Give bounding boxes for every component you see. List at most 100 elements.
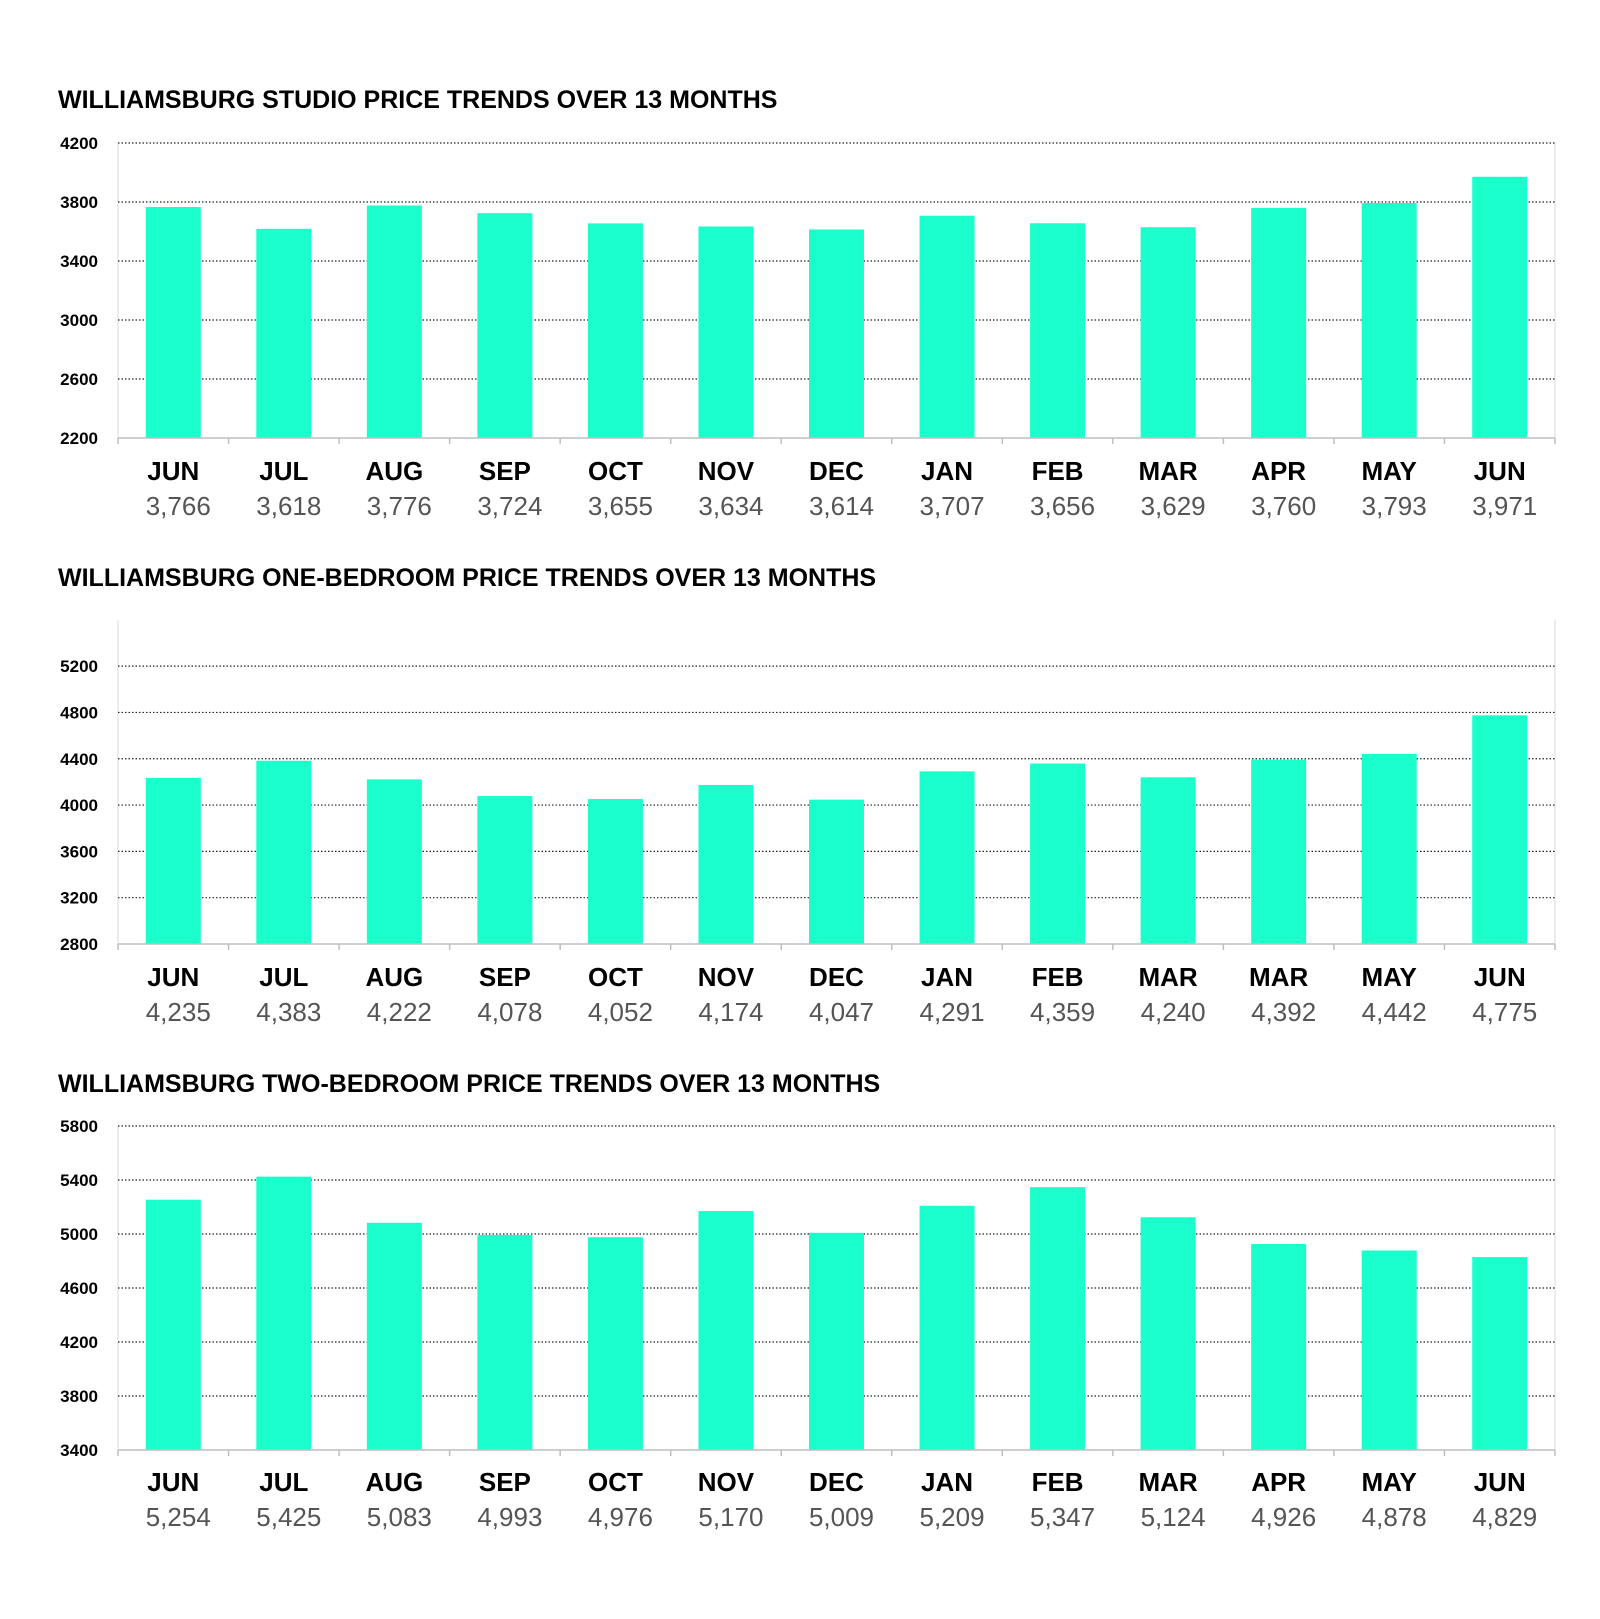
bar bbox=[1140, 227, 1196, 438]
bar bbox=[366, 205, 422, 438]
bar bbox=[919, 771, 975, 944]
data-label: 3,655 bbox=[588, 491, 653, 521]
y-tick-label: 3400 bbox=[60, 1441, 98, 1460]
data-label: 5,347 bbox=[1030, 1502, 1095, 1532]
category-label: AUG bbox=[365, 962, 423, 992]
data-label: 3,724 bbox=[477, 491, 542, 521]
category-label: JUL bbox=[259, 962, 308, 992]
bar bbox=[809, 799, 864, 944]
data-label: 4,359 bbox=[1030, 997, 1095, 1027]
category-label: JAN bbox=[921, 1467, 973, 1497]
bar bbox=[1472, 176, 1528, 438]
category-label: SEP bbox=[479, 1467, 531, 1497]
data-label: 3,760 bbox=[1251, 491, 1316, 521]
category-label: APR bbox=[1251, 1467, 1306, 1497]
category-label: JUN bbox=[1474, 962, 1526, 992]
y-tick-label: 3600 bbox=[60, 842, 98, 861]
bar bbox=[1251, 759, 1307, 944]
category-label: JUL bbox=[259, 456, 308, 486]
chart-title: WILLIAMSBURG TWO-BEDROOM PRICE TRENDS OV… bbox=[58, 1070, 881, 1098]
category-label: MAR bbox=[1139, 1467, 1198, 1497]
data-label: 5,170 bbox=[698, 1502, 763, 1532]
bar bbox=[256, 1176, 312, 1450]
bar bbox=[1361, 203, 1417, 438]
y-tick-label: 4800 bbox=[60, 703, 98, 722]
data-label: 3,971 bbox=[1472, 491, 1537, 521]
bar bbox=[698, 1211, 754, 1450]
data-label: 5,083 bbox=[367, 1502, 432, 1532]
y-tick-label: 4000 bbox=[60, 796, 98, 815]
one-bedroom-bar-chart: 2800 3200 3600 4000 4400 4800 5200 JUN 4,235 JUL 4… bbox=[60, 620, 1556, 1027]
data-label: 4,878 bbox=[1362, 1502, 1427, 1532]
category-label: NOV bbox=[698, 1467, 755, 1497]
bar bbox=[698, 226, 754, 438]
bar bbox=[145, 207, 201, 438]
category-label: JUN bbox=[1474, 1467, 1526, 1497]
category-label: OCT bbox=[588, 962, 643, 992]
bar bbox=[477, 796, 533, 944]
bar bbox=[366, 1222, 422, 1450]
category-label: JAN bbox=[921, 962, 973, 992]
category-label: SEP bbox=[479, 962, 531, 992]
bar bbox=[366, 779, 422, 944]
category-label: OCT bbox=[588, 1467, 643, 1497]
data-label: 4,047 bbox=[809, 997, 874, 1027]
y-tick-label: 3800 bbox=[60, 193, 98, 212]
category-label: OCT bbox=[588, 456, 643, 486]
data-label: 4,442 bbox=[1362, 997, 1427, 1027]
bar bbox=[1030, 223, 1086, 438]
category-label: JUN bbox=[147, 962, 199, 992]
data-label: 4,240 bbox=[1141, 997, 1206, 1027]
bar bbox=[1361, 1250, 1417, 1450]
category-label: AUG bbox=[365, 456, 423, 486]
data-label: 3,793 bbox=[1362, 491, 1427, 521]
bar bbox=[1251, 207, 1307, 438]
category-label: DEC bbox=[809, 456, 864, 486]
category-label: MAY bbox=[1361, 962, 1416, 992]
data-label: 4,222 bbox=[367, 997, 432, 1027]
bar bbox=[809, 1232, 864, 1450]
category-label: DEC bbox=[809, 962, 864, 992]
data-label: 3,614 bbox=[809, 491, 874, 521]
bar bbox=[698, 784, 754, 944]
y-tick-label: 2200 bbox=[60, 429, 98, 448]
data-label: 3,766 bbox=[146, 491, 211, 521]
data-label: 5,209 bbox=[919, 1502, 984, 1532]
data-label: 4,174 bbox=[698, 997, 763, 1027]
data-label: 5,425 bbox=[256, 1502, 321, 1532]
bar bbox=[477, 213, 533, 438]
data-label: 5,254 bbox=[146, 1502, 211, 1532]
bar bbox=[1361, 753, 1417, 944]
bar bbox=[256, 228, 312, 438]
data-label: 3,656 bbox=[1030, 491, 1095, 521]
category-label: NOV bbox=[698, 456, 755, 486]
category-label: JAN bbox=[921, 456, 973, 486]
bar bbox=[587, 1237, 643, 1450]
category-label: SEP bbox=[479, 456, 531, 486]
y-tick-label: 5400 bbox=[60, 1171, 98, 1190]
data-label: 4,976 bbox=[588, 1502, 653, 1532]
bar bbox=[1472, 715, 1528, 944]
data-label: 5,009 bbox=[809, 1502, 874, 1532]
bar bbox=[587, 799, 643, 944]
y-tick-label: 5800 bbox=[60, 1117, 98, 1136]
bar bbox=[1030, 763, 1086, 944]
bar bbox=[809, 229, 864, 438]
y-tick-label: 3400 bbox=[60, 252, 98, 271]
data-label: 4,052 bbox=[588, 997, 653, 1027]
data-label: 4,383 bbox=[256, 997, 321, 1027]
data-label: 4,829 bbox=[1472, 1502, 1537, 1532]
data-label: 3,707 bbox=[919, 491, 984, 521]
category-label: FEB bbox=[1032, 456, 1084, 486]
data-label: 3,634 bbox=[698, 491, 763, 521]
one-bedroom-chart-panel: WILLIAMSBURG ONE-BEDROOM PRICE TRENDS OV… bbox=[58, 564, 1556, 1027]
category-label: MAY bbox=[1361, 1467, 1416, 1497]
category-label: DEC bbox=[809, 1467, 864, 1497]
bar bbox=[1030, 1187, 1086, 1450]
data-label: 4,078 bbox=[477, 997, 542, 1027]
bar bbox=[256, 760, 312, 944]
data-label: 4,235 bbox=[146, 997, 211, 1027]
y-tick-label: 4200 bbox=[60, 134, 98, 153]
